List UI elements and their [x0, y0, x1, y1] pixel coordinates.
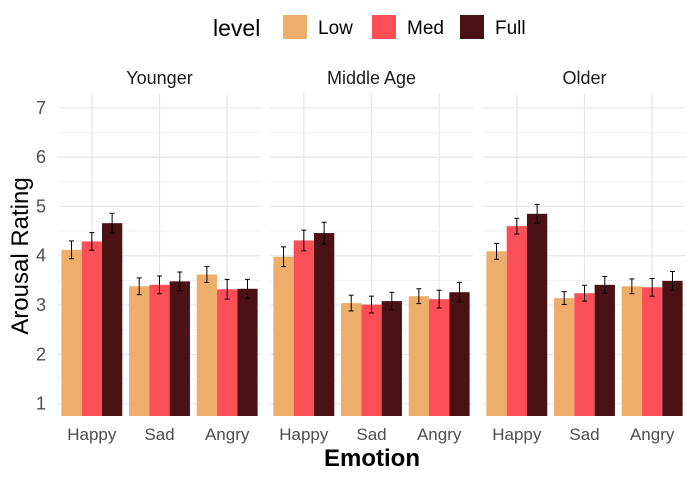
bar-full: [237, 288, 258, 416]
bar-full: [169, 281, 190, 416]
legend-label-low: Low: [318, 18, 353, 39]
bar-full: [101, 223, 123, 416]
bar-med: [574, 293, 595, 416]
y-tick-label: 5: [36, 196, 46, 216]
x-tick-label: Angry: [630, 425, 675, 444]
bar-med: [506, 226, 527, 416]
facet-panel: Middle Age Happy Sad Angry: [270, 68, 473, 444]
bar-low: [621, 286, 643, 416]
x-axis-label: Emotion: [324, 445, 420, 472]
bar-med: [149, 284, 170, 416]
y-tick-label: 6: [36, 147, 46, 167]
x-tick-label: Angry: [417, 425, 462, 444]
x-tick-label: Sad: [356, 425, 386, 444]
facet-panels: Younger Happy Sad Angry Middle Age Happy Sad An…: [58, 68, 686, 444]
facet-panel: Older Happy Sad Angry: [483, 68, 686, 444]
x-tick-label: Happy: [67, 425, 117, 444]
bar-full: [594, 284, 615, 416]
bar-full: [449, 292, 470, 416]
y-tick-label: 3: [36, 295, 46, 315]
y-tick-label: 7: [36, 98, 46, 118]
facet-panel: Younger Happy Sad Angry: [58, 68, 261, 444]
bar-med: [217, 289, 238, 416]
y-tick-label: 2: [36, 344, 46, 364]
bar-med: [293, 240, 314, 416]
x-tick-label: Sad: [144, 425, 174, 444]
bar-full: [313, 233, 335, 416]
bar-low: [61, 249, 82, 416]
legend-label-med: Med: [407, 18, 444, 39]
bar-med: [361, 304, 382, 416]
bar-low: [486, 251, 507, 416]
bar-low: [129, 286, 150, 416]
legend-key-med: [372, 15, 396, 39]
legend-title: level: [213, 15, 260, 41]
bar-med: [642, 287, 663, 416]
bar-full: [662, 280, 683, 416]
y-tick-label: 1: [36, 394, 46, 414]
bar-low: [273, 256, 294, 416]
bar-low: [196, 274, 218, 416]
facet-label: Middle Age: [327, 68, 416, 88]
facet-label: Older: [562, 68, 606, 88]
legend-key-low: [283, 15, 307, 39]
x-tick-label: Happy: [279, 425, 329, 444]
facet-label: Younger: [126, 68, 192, 88]
legend-label-full: Full: [495, 18, 526, 39]
legend: level Low Med Full: [213, 15, 526, 41]
x-tick-label: Sad: [569, 425, 599, 444]
bar-med: [429, 299, 450, 416]
y-tick-label: 4: [36, 246, 46, 266]
y-axis-label: Arousal Rating: [7, 177, 34, 334]
bar-low: [341, 303, 362, 416]
bar-med: [81, 241, 102, 416]
x-tick-label: Happy: [492, 425, 542, 444]
bar-low: [408, 296, 430, 416]
bar-low: [554, 298, 575, 416]
legend-key-full: [460, 15, 484, 39]
bar-full: [526, 213, 548, 416]
x-tick-label: Angry: [205, 425, 250, 444]
bar-full: [381, 301, 402, 416]
